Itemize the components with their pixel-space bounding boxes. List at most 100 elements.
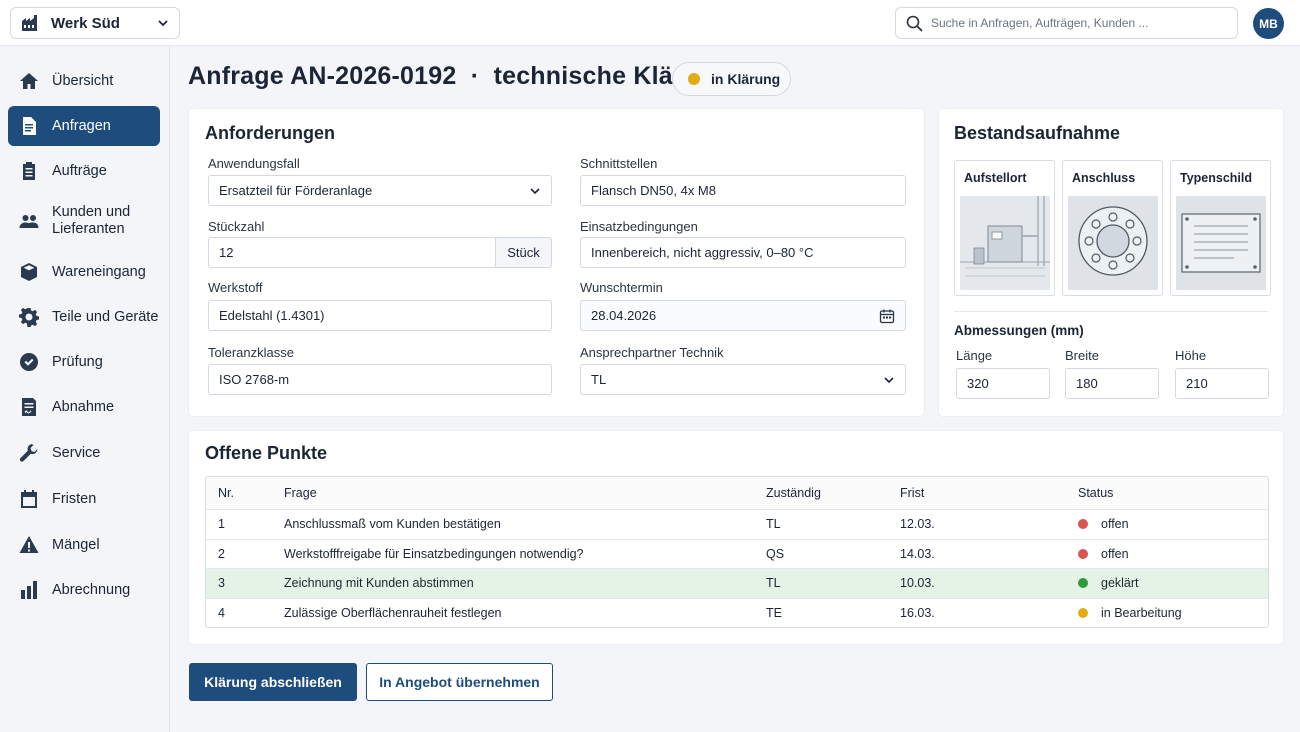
column-header-due[interactable]: Frist (900, 486, 925, 500)
box-icon (19, 262, 39, 282)
toleranzklasse-field[interactable]: ISO 2768-m (208, 364, 552, 395)
page-title: Anfrage AN-2026-0192 · technische Klärun… (188, 62, 730, 90)
status-badge: in Klärung (672, 62, 791, 96)
laenge-label: Länge (956, 348, 993, 363)
calendar-icon (19, 489, 39, 509)
sidebar-item-label: Fristen (52, 490, 97, 507)
transfer-to-offer-button[interactable]: In Angebot übernehmen (366, 663, 553, 701)
bar-chart-icon (19, 580, 39, 600)
wunschtermin-label: Wunschtermin (580, 280, 663, 295)
status-dot (1078, 607, 1088, 618)
sidebar-item-fristen[interactable]: Fristen (8, 479, 160, 519)
signed-document-icon (19, 397, 39, 417)
flange-image (1068, 196, 1158, 290)
sidebar-item-anfragen[interactable]: Anfragen (8, 106, 160, 146)
breite-field[interactable]: 180 (1065, 368, 1159, 399)
sidebar-item-label: Kunden und Lieferanten (52, 204, 131, 237)
table-row[interactable]: 3 Zeichnung mit Kunden abstimmen TL 10.03. g… (206, 568, 1268, 598)
status-badge-label: in Klärung (711, 71, 781, 87)
sidebar-item-teile-und-geraete[interactable]: Teile und Geräte (8, 297, 160, 337)
cell-nr: 4 (218, 605, 225, 620)
sidebar-item-pruefung[interactable]: Prüfung (8, 342, 160, 382)
inventory-title: Bestandsaufnahme (954, 123, 1121, 143)
close-clarification-button[interactable]: Klärung abschließen (189, 663, 357, 701)
werkstoff-label: Werkstoff (208, 280, 263, 295)
cell-responsible: QS (766, 546, 785, 561)
status-label: offen (1101, 517, 1129, 532)
cell-question: Zeichnung mit Kunden abstimmen (284, 576, 474, 591)
stueckzahl-field[interactable]: 12 (208, 237, 496, 268)
table-body: 1 Anschlussmaß vom Kunden bestätigen TL 12.… (206, 509, 1268, 627)
status-dot (1078, 548, 1088, 559)
toleranzklasse-value: ISO 2768-m (219, 372, 290, 387)
table-row[interactable]: 1 Anschlussmaß vom Kunden bestätigen TL 12.… (206, 509, 1268, 539)
sidebar-item-wareneingang[interactable]: Wareneingang (8, 252, 160, 292)
column-header-nr[interactable]: Nr. (218, 486, 234, 500)
anwendungsfall-label: Anwendungsfall (208, 156, 300, 171)
einsatzbedingungen-field[interactable]: Innenbereich, nicht aggressiv, 0–80 °C (580, 237, 906, 268)
photo-tile-anschluss[interactable]: Anschluss (1062, 160, 1163, 296)
open-points-title: Offene Punkte (205, 443, 328, 463)
cell-responsible: TL (766, 576, 781, 591)
inventory-card: Bestandsaufnahme Aufstellort Anschluss (939, 109, 1283, 416)
factory-icon (21, 14, 41, 32)
search-input[interactable] (931, 16, 1221, 30)
ansprechpartner-label: Ansprechpartner Technik (580, 345, 724, 360)
site-selector[interactable]: Werk Süd (10, 7, 180, 39)
column-header-status[interactable]: Status (1078, 486, 1114, 500)
wrench-icon (19, 443, 39, 463)
schnittstellen-value: Flansch DN50, 4x M8 (591, 183, 716, 198)
ansprechpartner-select[interactable]: TL (580, 364, 906, 395)
cell-question: Werkstofffreigabe für Einsatzbedingungen… (284, 546, 584, 561)
installation-site-image (960, 196, 1050, 290)
cell-due: 14.03. (900, 546, 935, 561)
status-label: in Bearbeitung (1101, 605, 1182, 620)
photo-tile-typenschild[interactable]: Typenschild (1170, 160, 1271, 296)
sidebar-item-abrechnung[interactable]: Abrechnung (8, 570, 160, 610)
toleranzklasse-label: Toleranzklasse (208, 345, 294, 360)
sidebar-item-service[interactable]: Service (8, 433, 160, 473)
sidebar-item-kunden-und-lieferanten[interactable]: Kunden und Lieferanten (8, 200, 160, 242)
open-points-card: Offene Punkte Nr. Frage Zuständig Frist … (189, 431, 1283, 644)
column-header-question[interactable]: Frage (284, 486, 317, 500)
sidebar-item-uebersicht[interactable]: Übersicht (8, 61, 160, 101)
stueckzahl-label: Stückzahl (208, 219, 265, 234)
gear-icon (19, 307, 39, 327)
calendar-icon[interactable] (879, 308, 895, 324)
werkstoff-field[interactable]: Edelstahl (1.4301) (208, 300, 552, 331)
sidebar-item-maengel[interactable]: Mängel (8, 525, 160, 565)
site-name: Werk Süd (51, 14, 120, 32)
people-icon (19, 211, 39, 231)
sidebar: Übersicht Anfragen Aufträge Kunden und L… (0, 46, 170, 732)
sidebar-item-abnahme[interactable]: Abnahme (8, 387, 160, 427)
photo-tile-aufstellort[interactable]: Aufstellort (954, 160, 1055, 296)
table-row[interactable]: 2 Werkstofffreigabe für Einsatzbedingunge… (206, 538, 1268, 569)
wunschtermin-value: 28.04.2026 (591, 308, 657, 323)
divider (954, 311, 1268, 312)
chevron-down-icon (883, 374, 895, 386)
user-avatar[interactable]: MB (1253, 8, 1284, 39)
cell-status: offen (1078, 510, 1129, 539)
cell-due: 10.03. (900, 576, 935, 591)
cell-status: geklärt (1078, 569, 1139, 598)
cell-nr: 3 (218, 576, 225, 591)
cell-nr: 2 (218, 546, 225, 561)
schnittstellen-label: Schnittstellen (580, 156, 658, 171)
cell-question: Anschlussmaß vom Kunden bestätigen (284, 517, 501, 532)
wunschtermin-date-field[interactable]: 28.04.2026 (580, 300, 906, 331)
laenge-field[interactable]: 320 (956, 368, 1050, 399)
requirements-card: Anforderungen Anwendungsfall Ersatzteil … (189, 109, 924, 416)
anwendungsfall-select[interactable]: Ersatzteil für Förderanlage (208, 175, 552, 206)
hoehe-label: Höhe (1175, 348, 1207, 363)
hoehe-field[interactable]: 210 (1175, 368, 1269, 399)
column-header-responsible[interactable]: Zuständig (766, 486, 821, 500)
cell-status: in Bearbeitung (1078, 599, 1182, 628)
check-circle-icon (19, 352, 39, 372)
schnittstellen-field[interactable]: Flansch DN50, 4x M8 (580, 175, 906, 206)
table-row[interactable]: 4 Zulässige Oberflächenrauheit festlegen T… (206, 597, 1268, 628)
chevron-down-icon (529, 185, 541, 197)
cell-status: offen (1078, 540, 1129, 569)
clipboard-icon (19, 161, 39, 181)
sidebar-item-auftraege[interactable]: Aufträge (8, 151, 160, 191)
cell-due: 16.03. (900, 605, 935, 620)
